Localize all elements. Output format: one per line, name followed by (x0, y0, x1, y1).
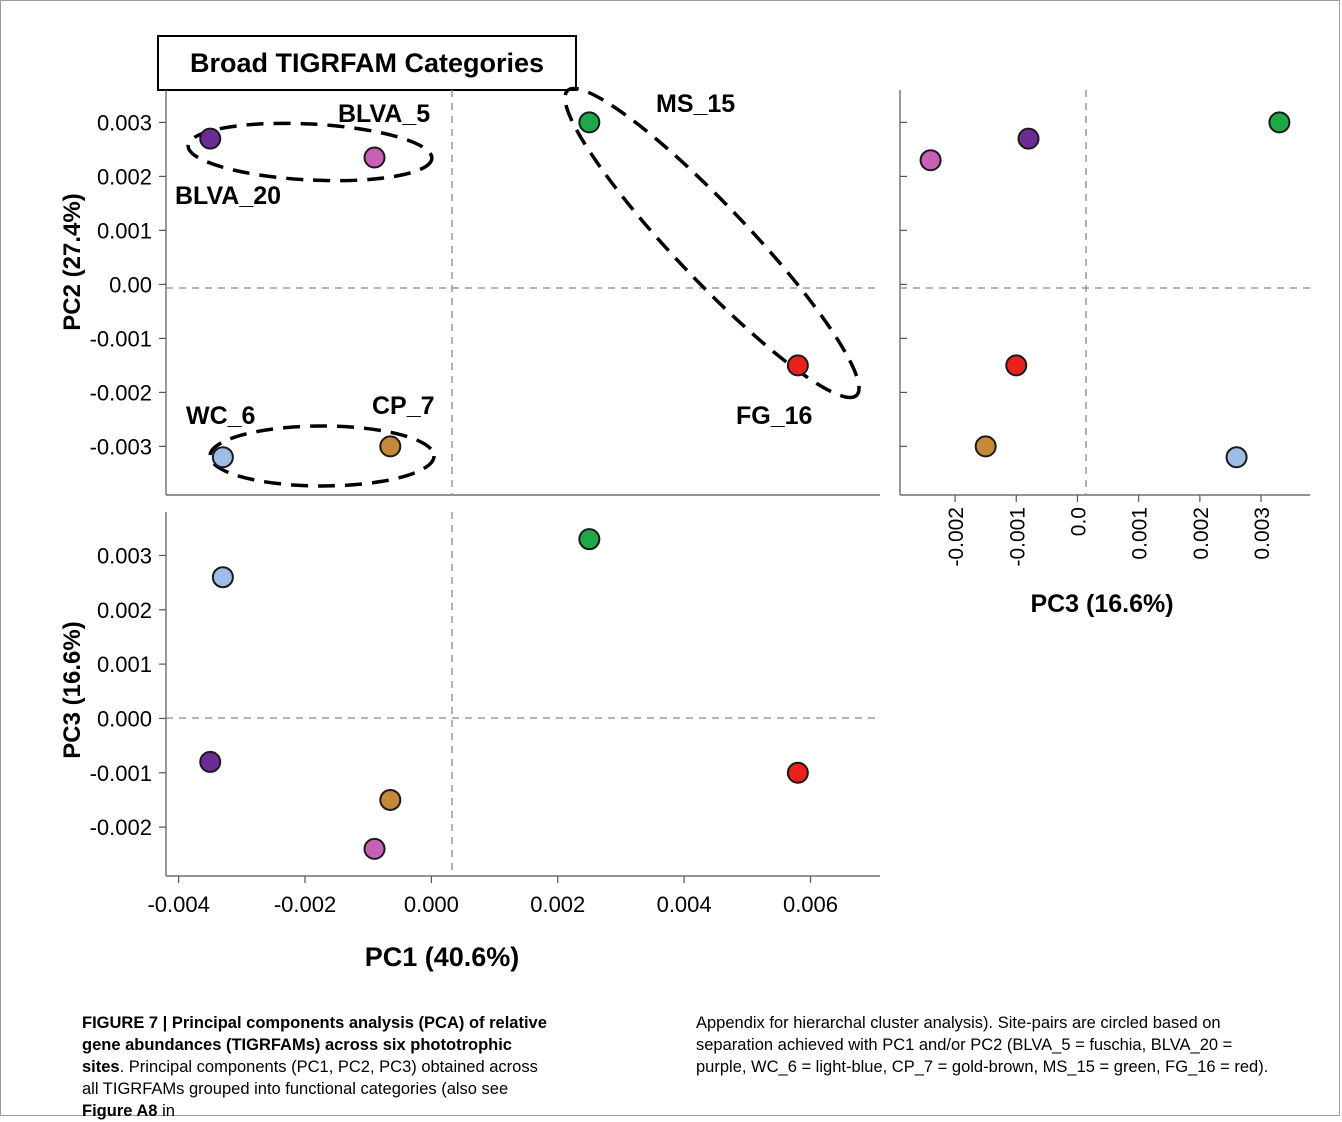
point-fg-16 (1005, 354, 1028, 377)
label-blva-5: BLVA_5 (338, 100, 430, 128)
y-tick-label: -0.002 (90, 815, 152, 840)
y-tick-label: 0.000 (97, 706, 152, 731)
cluster-ellipse-wc-cp (208, 424, 436, 488)
point-blva-20 (199, 750, 222, 773)
point-ms-15 (578, 111, 601, 134)
xlabel-pc3: PC3 (16.6%) (1030, 590, 1173, 618)
y-tick-label: 0.003 (97, 543, 152, 568)
label-ms-15: MS_15 (656, 90, 735, 118)
x-tick-label: 0.004 (657, 892, 712, 917)
caption-left-column: FIGURE 7 | Principal components analysis… (82, 1012, 552, 1122)
x-tick-label: -0.002 (274, 892, 336, 917)
panel-pc3-pc2: -0.002 -0.001 0.0 0.001 0.002 0.003 PC3 (16.6… (899, 90, 1310, 618)
point-cp-7 (379, 435, 402, 458)
x-tick-label: -0.002 (945, 507, 968, 567)
y-tick-label: -0.001 (90, 761, 152, 786)
ylabel-pc2: PC2 (27.4%) (59, 193, 86, 330)
y-tick-label: 0.002 (97, 598, 152, 623)
x-tick-label: 0.0 (1067, 507, 1090, 536)
point-blva-5 (919, 149, 942, 172)
point-blva-5 (363, 837, 386, 860)
y-tick-label: -0.001 (90, 326, 152, 351)
caption-continuation: Appendix for hierarchal cluster analysis… (696, 1014, 1269, 1076)
point-cp-7 (974, 435, 997, 458)
y-tick-label: -0.002 (90, 380, 152, 405)
pca-figure: Broad TIGRFAM Categories 0.003 0.002 0.001… (59, 35, 1310, 972)
point-wc-6 (211, 566, 234, 589)
cluster-ellipse-blva (186, 121, 434, 183)
point-wc-6 (211, 446, 234, 469)
caption-text: Principal components (PC1, PC2, PC3) obt… (82, 1058, 538, 1098)
y-tick-label: -0.003 (90, 434, 152, 459)
figure-title: Broad TIGRFAM Categories (190, 48, 544, 78)
x-tick-label: -0.001 (1006, 507, 1029, 567)
caption-right-column: Appendix for hierarchal cluster analysis… (696, 1012, 1286, 1078)
ylabel-pc3: PC3 (16.6%) (59, 621, 86, 758)
x-tick-label: 0.006 (783, 892, 838, 917)
y-tick-label: 0.001 (97, 652, 152, 677)
x-tick-label: 0.002 (1190, 507, 1213, 560)
xlabel-pc1: PC1 (40.6%) (365, 942, 520, 972)
y-tick-label: 0.003 (97, 110, 152, 135)
caption-heading-end: . (119, 1058, 125, 1076)
point-fg-16 (786, 761, 809, 784)
label-wc-6: WC_6 (186, 402, 255, 430)
cluster-ellipse-ms-fg (563, 86, 861, 400)
label-blva-20: BLVA_20 (175, 182, 281, 210)
x-tick-label: 0.001 (1129, 507, 1152, 560)
point-ms-15 (1268, 111, 1291, 134)
panel-pc1-pc2: 0.003 0.002 0.001 0.00 -0.001 -0.002 -0.003 PC… (59, 86, 880, 496)
label-fg-16: FG_16 (736, 402, 812, 430)
y-tick-label: 0.00 (109, 272, 152, 297)
caption-heading: FIGURE 7 | Principal components analysis… (82, 1014, 547, 1076)
point-ms-15 (578, 528, 601, 551)
point-blva-20 (199, 127, 222, 150)
caption-text-tail: in (157, 1102, 175, 1120)
panel-pc1-pc3: 0.003 0.002 0.001 0.000 -0.001 -0.002 -0.004 -… (59, 512, 880, 972)
point-fg-16 (786, 354, 809, 377)
point-wc-6 (1225, 446, 1248, 469)
title-box (157, 35, 577, 91)
y-tick-label: 0.002 (97, 164, 152, 189)
y-tick-label: 0.001 (97, 218, 152, 243)
caption-figure-ref: Figure A8 (82, 1102, 158, 1120)
point-cp-7 (379, 788, 402, 811)
point-blva-5 (363, 146, 386, 169)
point-blva-20 (1017, 127, 1040, 150)
x-tick-label: 0.003 (1251, 507, 1274, 560)
x-tick-label: -0.004 (147, 892, 209, 917)
x-tick-label: 0.000 (404, 892, 459, 917)
label-cp-7: CP_7 (372, 392, 435, 420)
x-tick-label: 0.002 (530, 892, 585, 917)
